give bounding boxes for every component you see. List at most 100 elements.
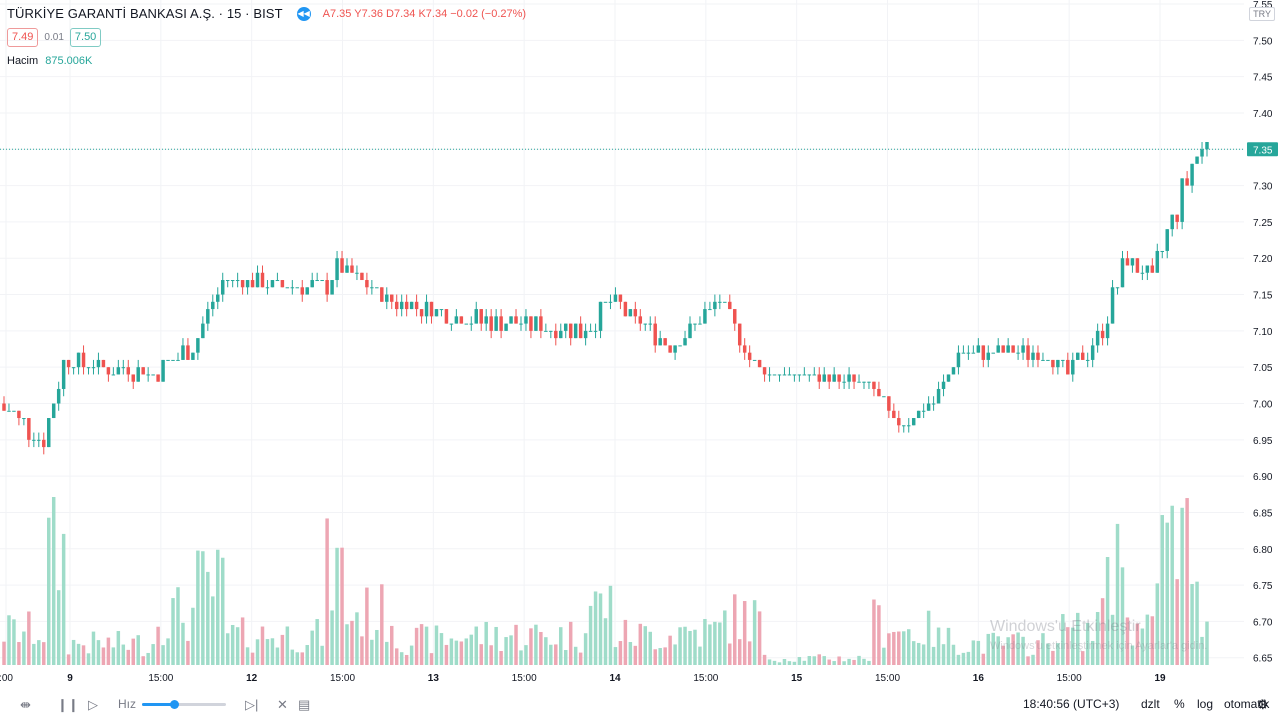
candle-body — [549, 330, 553, 332]
ask-price-button[interactable]: 7.50 — [69, 28, 102, 47]
candle-body — [305, 287, 309, 295]
volume-bar — [390, 625, 394, 665]
bid-price-button[interactable]: 7.49 — [7, 28, 39, 47]
candle-body — [2, 403, 6, 411]
candle-body — [315, 280, 319, 282]
candle-body — [713, 301, 717, 310]
volume-bar — [708, 624, 712, 665]
volume-bar — [991, 632, 995, 665]
volume-bar — [1006, 637, 1010, 665]
ohlc-values: A7.35 Y7.36 D7.34 K7.34 −0.02 (−0.27%) — [322, 7, 527, 20]
candle-body — [459, 316, 464, 324]
candle-body — [1130, 258, 1135, 266]
candle-body — [429, 301, 434, 317]
volume-bar — [81, 645, 86, 665]
candle-body — [32, 439, 36, 441]
volume-bar — [892, 631, 896, 665]
candle-body — [71, 367, 76, 369]
speed-slider[interactable] — [142, 700, 226, 709]
replay-select-icon[interactable]: ⇼ — [20, 697, 31, 712]
auto-scale-toggle[interactable]: otomatik — [1224, 697, 1270, 711]
time-tick-label: 15:00 — [148, 673, 173, 684]
volume-bars — [2, 497, 1209, 665]
candle-body — [91, 367, 96, 369]
candle-body — [141, 367, 145, 375]
speed-slider-handle[interactable] — [169, 700, 179, 709]
volume-bar — [260, 626, 265, 665]
volume-bar — [1046, 643, 1050, 665]
step-forward-icon[interactable]: ▷ — [88, 697, 98, 712]
candle-body — [1021, 345, 1025, 353]
candle-body — [573, 323, 578, 339]
volume-bar — [320, 645, 324, 665]
candle-body — [857, 381, 861, 383]
jump-to-end-icon[interactable]: ▷| — [245, 697, 259, 712]
volume-bar — [335, 547, 339, 665]
candle-body — [81, 352, 86, 368]
volume-bar — [737, 639, 742, 665]
candle-body — [1041, 359, 1045, 361]
volume-bar — [663, 647, 667, 665]
volume-bar — [340, 547, 344, 665]
candle-body — [385, 294, 389, 302]
close-replay-icon[interactable]: ✕ — [277, 697, 288, 712]
candle-body — [37, 439, 41, 441]
pause-icon[interactable]: ❙❙ — [57, 697, 79, 712]
volume-bar — [588, 605, 593, 665]
volume-bar — [698, 646, 702, 665]
volume-bar — [837, 656, 841, 665]
currency-badge[interactable]: TRY — [1249, 7, 1275, 21]
log-toggle[interactable]: log — [1197, 697, 1214, 711]
volume-bar — [290, 649, 295, 665]
candle-body — [991, 352, 995, 354]
volume-bar — [1021, 636, 1025, 665]
volume-bar — [539, 631, 543, 665]
candle-body — [56, 388, 61, 404]
candle-body — [752, 359, 757, 361]
replay-icon[interactable]: ◀◀ — [296, 6, 311, 21]
last-price-badge — [1247, 142, 1278, 157]
volume-bar — [161, 645, 165, 665]
candle-body — [290, 287, 295, 289]
settings-gear-icon[interactable]: ⚙ — [1257, 697, 1269, 712]
volume-bar — [360, 636, 364, 665]
candle-body — [86, 367, 91, 369]
candle-body — [509, 316, 513, 324]
candle-body — [1150, 265, 1155, 273]
volume-bar — [300, 652, 305, 665]
candle-body — [733, 309, 737, 324]
calendar-icon[interactable]: ▤ — [298, 697, 311, 712]
candle-body — [1001, 345, 1005, 353]
candle-body — [1011, 345, 1015, 353]
volume-bar — [86, 653, 91, 665]
volume-bar — [1135, 623, 1140, 665]
volume-bar — [767, 659, 772, 665]
candle-body — [469, 323, 474, 325]
candle-body — [1190, 163, 1194, 186]
adjust-toggle[interactable]: dzlt — [1141, 697, 1160, 711]
candle-body — [887, 396, 891, 411]
volume-bar — [906, 629, 911, 665]
candle-body — [847, 374, 851, 382]
candle-body — [683, 338, 687, 346]
candle-body — [225, 280, 230, 282]
volume-bar — [96, 640, 101, 665]
candle-body — [504, 323, 508, 331]
candle-body — [872, 381, 876, 389]
price-chart[interactable]: 7.55 7.50 7.45 7.40 7.35 7.30 7.25 7.20 7.15 7.10… — [0, 0, 1280, 690]
volume-bar — [703, 619, 707, 665]
volume-bar — [1066, 627, 1070, 665]
candle-body — [723, 301, 727, 303]
clock-readout[interactable]: 18:40:56 (UTC+3) — [1023, 697, 1120, 711]
candle-body — [375, 287, 379, 289]
volume-bar — [653, 649, 657, 665]
price-axis: 7.55 7.50 7.45 7.40 7.35 7.30 7.25 7.20 7.15 7.10… — [1247, 0, 1278, 665]
volume-bar — [832, 661, 836, 665]
volume-bar — [872, 599, 876, 665]
percent-toggle[interactable]: % — [1174, 697, 1185, 711]
volume-bar — [201, 551, 205, 665]
candle-body — [797, 374, 802, 376]
candle-body — [42, 439, 46, 448]
volume-bar — [728, 643, 732, 665]
volume-bar — [688, 630, 692, 665]
